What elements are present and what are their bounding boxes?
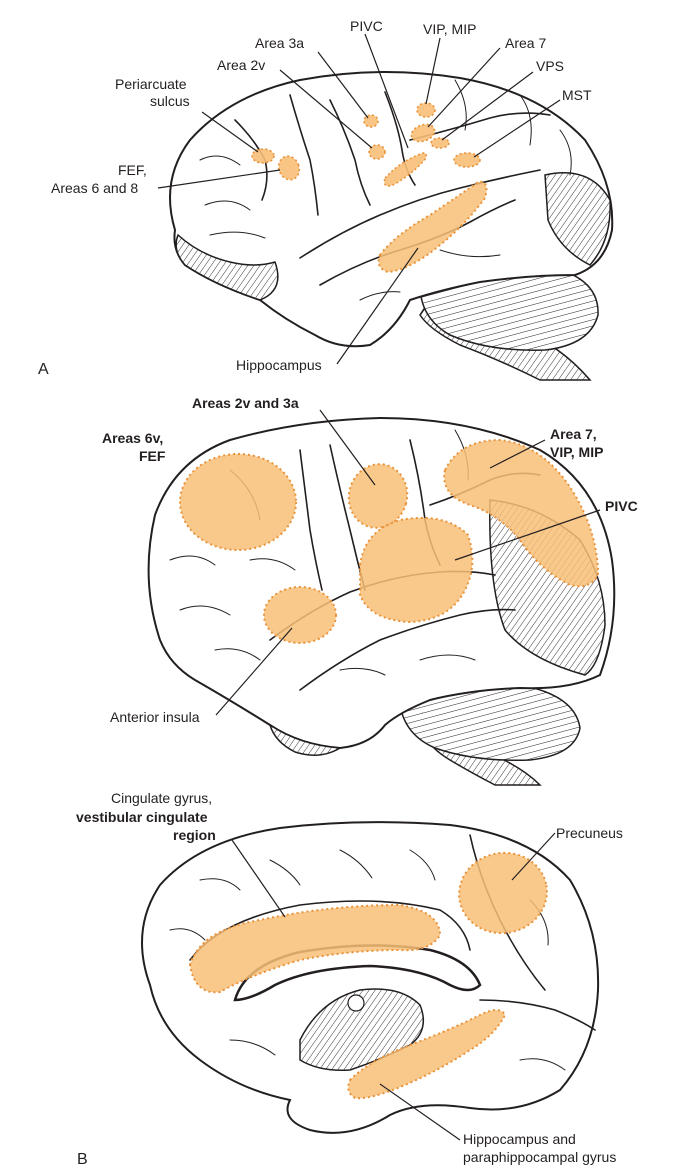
label-vps-a: VPS [536, 58, 564, 74]
precentral-sulcus-b [299, 449, 323, 591]
area-hippocampus-medial [347, 1009, 507, 1100]
panel-b-medial: Cingulate gyrus, vestibular cingulate re… [76, 790, 623, 1168]
leader-area7-a [427, 47, 501, 128]
area-fef-a [251, 148, 275, 164]
label-area7-2-b: VIP, MIP [550, 444, 603, 460]
label-vipmip-a: VIP, MIP [423, 21, 476, 37]
label-areas6v-1-b: Areas 6v, [102, 430, 163, 446]
leader-vps-a [441, 71, 534, 141]
area-vps-a [430, 137, 450, 149]
panel-letter-a: A [38, 361, 49, 378]
panel-letter-b: B [77, 1151, 88, 1168]
label-fef-1-a: FEF, [118, 162, 147, 178]
label-fef-2-a: Areas 6 and 8 [51, 180, 138, 196]
postcentral-sulcus-a [384, 91, 416, 186]
area-7-a [410, 123, 436, 143]
leader-cingulate [231, 839, 286, 918]
leader-area2v-a [279, 69, 373, 149]
leader-areas2v3a-b [319, 409, 376, 486]
leader-area7-b [489, 439, 546, 469]
label-cingulate-2: vestibular cingulate [76, 809, 208, 825]
leader-periarcuate-a [201, 111, 259, 153]
leader-hippocampus-medial [379, 1083, 461, 1141]
area-pivc-b [359, 516, 474, 624]
area-precuneus [458, 851, 548, 935]
precentral-sulcus-a [289, 94, 319, 216]
central-sulcus-a [329, 99, 371, 206]
area-2v-a [368, 144, 386, 160]
label-pivc-a: PIVC [350, 18, 383, 34]
label-periarcuate-1-a: Periarcuate [115, 76, 187, 92]
area-mst-a [453, 152, 481, 168]
label-anterior-insula-b: Anterior insula [110, 709, 200, 725]
label-mst-a: MST [562, 87, 592, 103]
label-area7-a: Area 7 [505, 35, 546, 51]
sylvian-fissure-a [299, 169, 541, 259]
label-areas6v-2-b: FEF [139, 448, 166, 464]
leader-precuneus [511, 832, 556, 881]
leader-hippocampus-a [336, 247, 419, 365]
leader-pivc-a [364, 33, 409, 149]
thalamus-marker [347, 994, 365, 1012]
label-area7-1-b: Area 7, [550, 426, 597, 442]
panel-b-lateral: Areas 2v and 3a Areas 6v, FEF Area 7, VI… [102, 395, 638, 786]
frontal-underside-hatch [175, 233, 279, 301]
diencephalon-hatch [299, 988, 425, 1072]
area-anterior-insula-b [263, 586, 337, 644]
label-cingulate-1: Cingulate gyrus, [111, 790, 212, 806]
label-area3a-a: Area 3a [255, 35, 304, 51]
area-2v-3a-b [347, 463, 409, 529]
panel-a: PIVC VIP, MIP Area 3a Area 7 Area 2v VPS… [38, 18, 614, 381]
central-sulcus-b [329, 444, 366, 591]
label-cingulate-3: region [173, 827, 216, 843]
area-fef-lower-a [277, 155, 301, 181]
leader-vipmip-a [425, 37, 441, 105]
label-area2v-a: Area 2v [217, 57, 265, 73]
label-pivc-b: PIVC [605, 498, 638, 514]
label-hippo-1: Hippocampus and [463, 1131, 576, 1147]
label-precuneus: Precuneus [556, 825, 623, 841]
area-6v-fef-b [179, 453, 297, 551]
area-cingulate [188, 903, 442, 994]
area-7-vip-mip-b [443, 438, 600, 588]
leader-area3a-a [317, 51, 369, 119]
leader-fef-a [157, 169, 281, 189]
label-periarcuate-2-a: sulcus [150, 93, 190, 109]
leader-insula-b [215, 627, 293, 716]
gyri-medial [169, 849, 566, 1071]
label-areas2v3a-b: Areas 2v and 3a [192, 395, 299, 411]
temporal-pole-hatch-b [268, 723, 343, 756]
occipital-hatch [544, 172, 611, 266]
calcarine-sulcus [479, 999, 596, 1031]
leader-pivc-b [454, 509, 601, 561]
area-vip-mip-a [416, 102, 436, 118]
label-hippocampus-a: Hippocampus [236, 357, 322, 373]
gyri-a-1 [199, 79, 572, 301]
area-hippocampus-a [377, 180, 488, 274]
area-pivc-a [383, 152, 428, 187]
superior-temporal-sulcus-b [299, 608, 516, 691]
brain-lateral-a [169, 70, 614, 348]
label-hippo-2: paraphippocampal gyrus [463, 1149, 616, 1165]
area-3a-a [363, 114, 379, 128]
leader-mst-a [473, 99, 561, 158]
